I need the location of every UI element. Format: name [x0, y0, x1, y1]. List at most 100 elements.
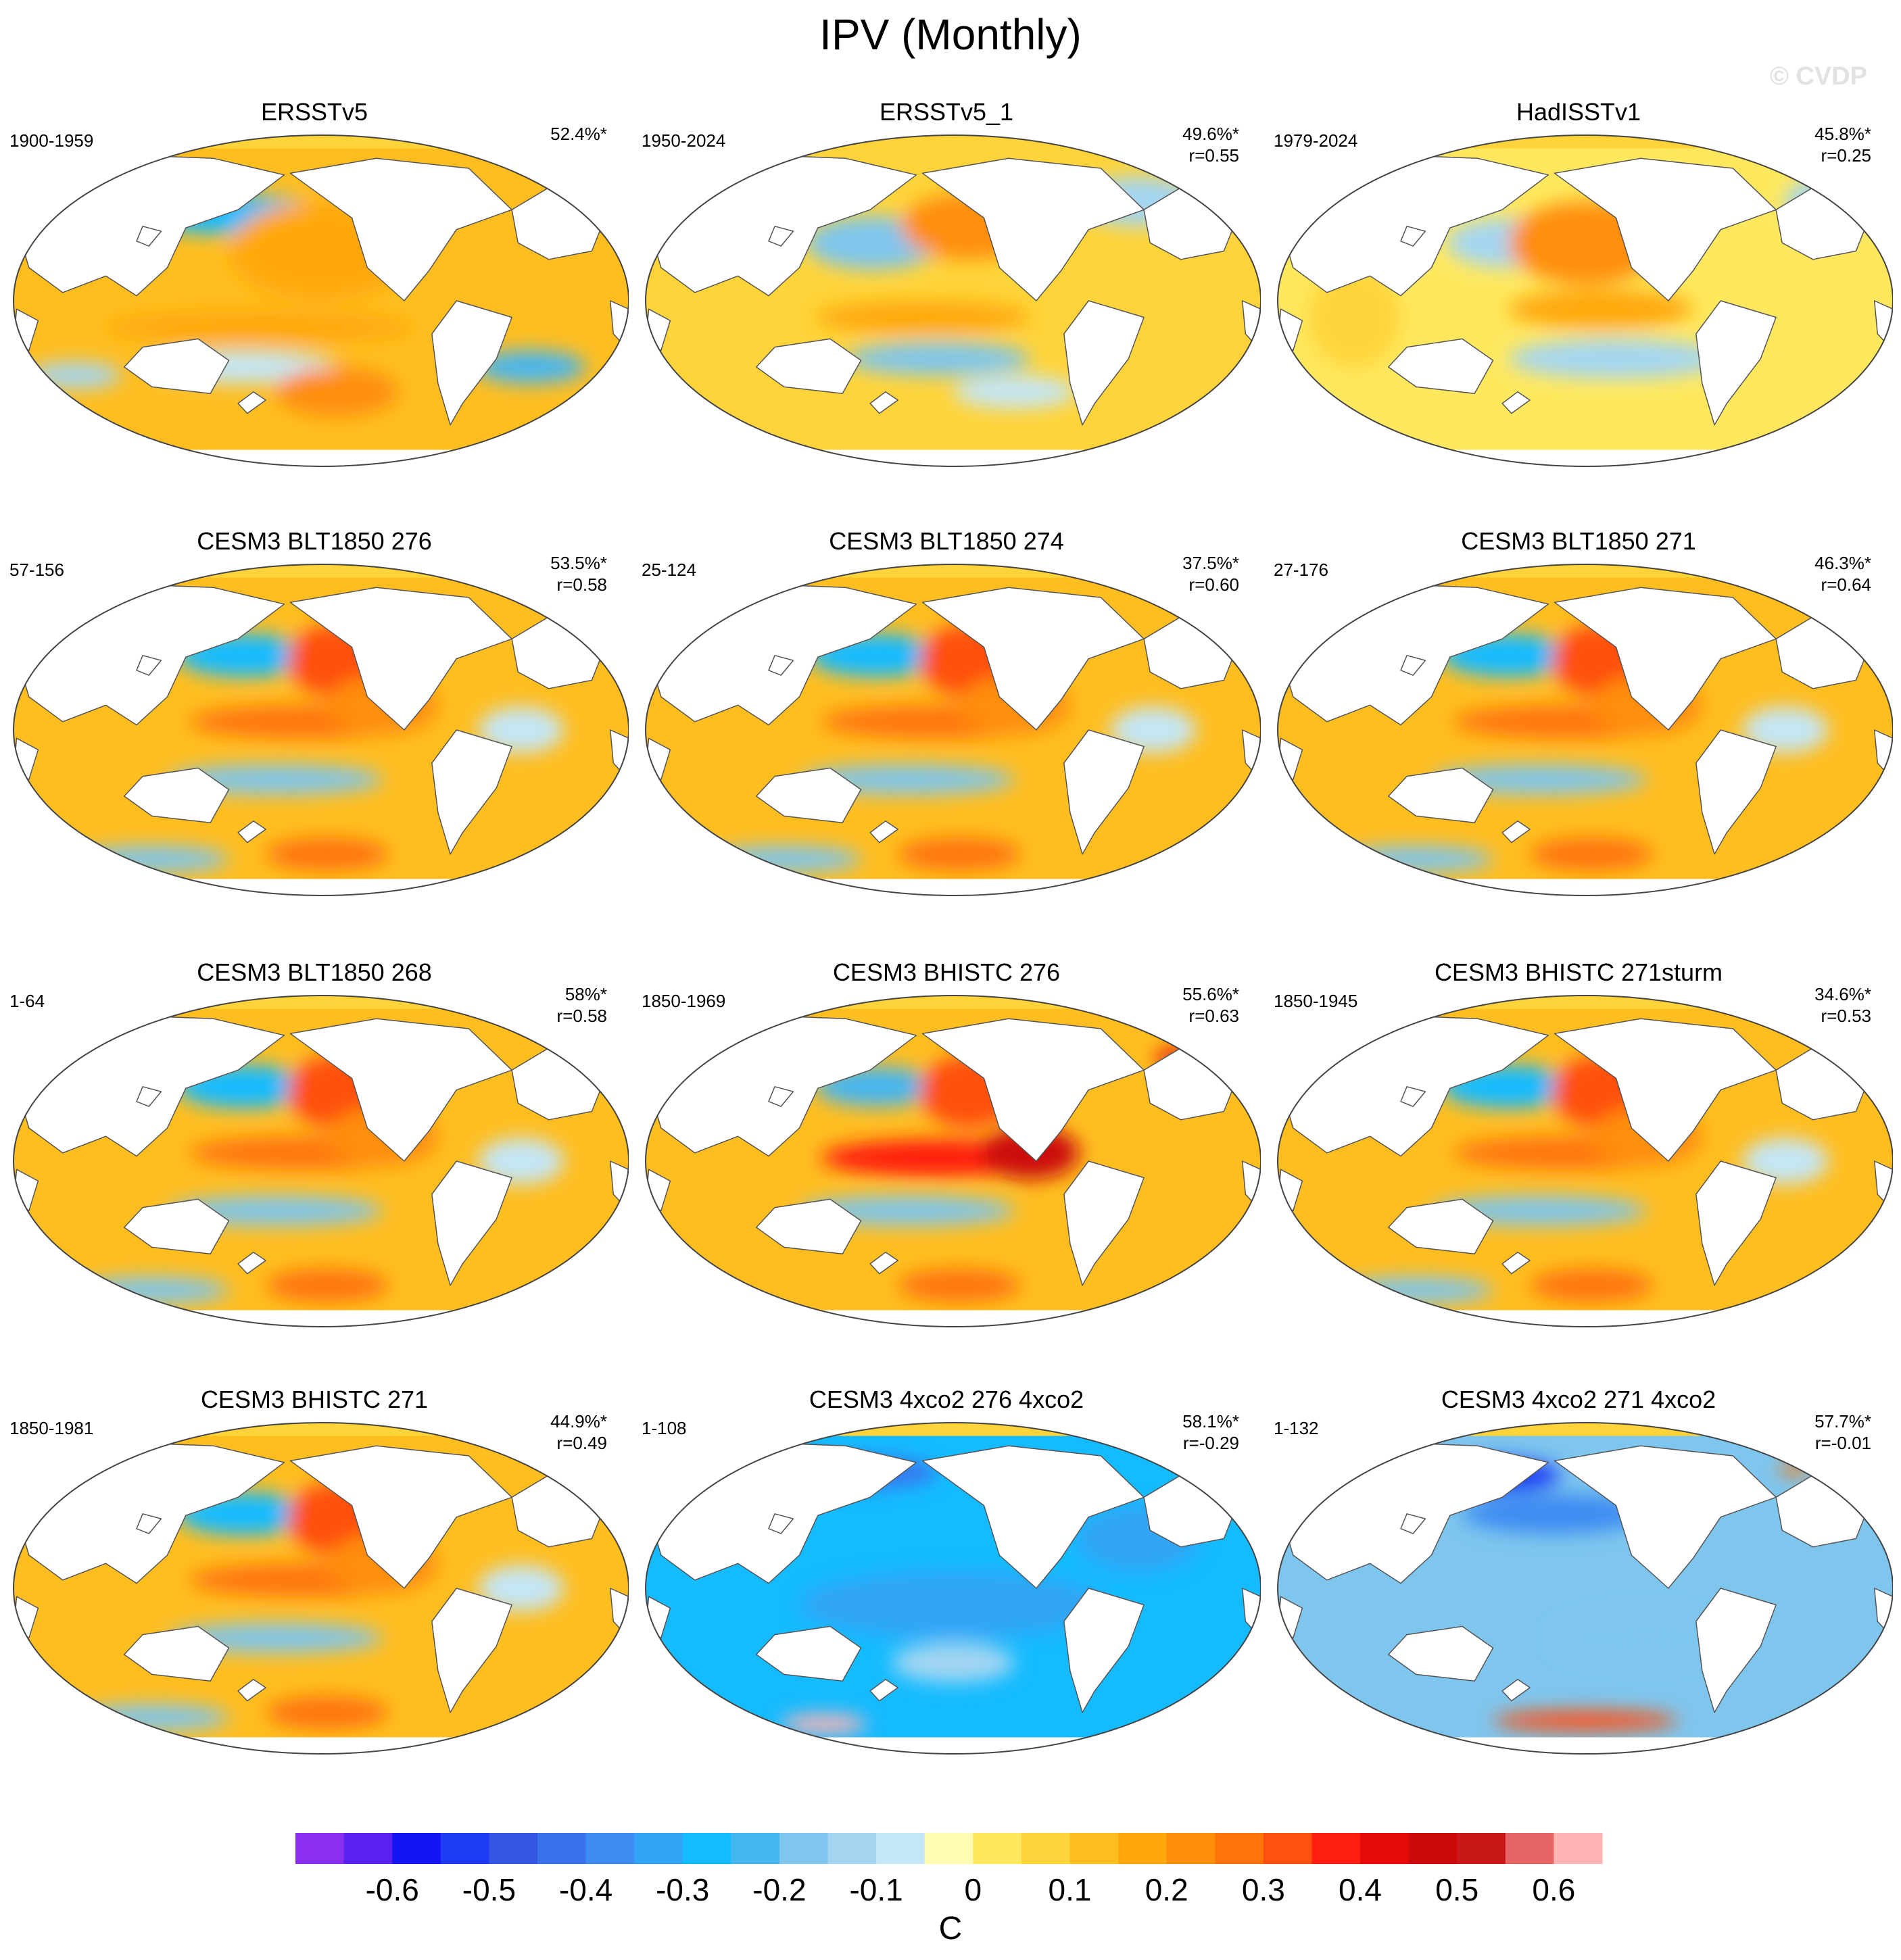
land-australia: [124, 1625, 230, 1682]
map-panel: CESM3 BLT1850 268 1-64 58%* r=0.58: [0, 958, 629, 1391]
land-japan: [1400, 655, 1426, 676]
land-australia: [124, 767, 230, 823]
land-northAmerica: [289, 587, 512, 731]
land-northAmerica: [289, 157, 512, 301]
colorbar-swatch: [1360, 1833, 1410, 1864]
colorbar-swatch: [1554, 1833, 1603, 1864]
map-border: [645, 134, 1261, 467]
robinson-map: [1277, 1422, 1893, 1755]
colorbar-tick-label: -0.2: [752, 1872, 806, 1907]
panel-years: 1-108: [642, 1418, 687, 1438]
panel-pattern-correlation: r=0.25: [1821, 145, 1871, 166]
colorbar-tick-label: 0.5: [1435, 1872, 1478, 1907]
colorbar-tick-label: -0.4: [559, 1872, 612, 1907]
colorbar-swatch: [585, 1833, 635, 1864]
land-nz: [869, 391, 898, 414]
sst-anomaly-region: [1493, 1711, 1678, 1731]
sst-anomaly-region: [478, 706, 564, 754]
land-australia: [1388, 767, 1494, 823]
panel-title: CESM3 BLT1850 268: [197, 958, 432, 986]
panel-variance-pct: 55.6%*: [1182, 984, 1239, 1004]
robinson-map: [13, 995, 629, 1327]
colorbar-swatch: [295, 1833, 345, 1864]
land-southAmerica: [431, 1160, 512, 1286]
land-japan: [768, 655, 794, 676]
colorbar-swatch: [876, 1833, 925, 1864]
land-japan: [136, 1513, 162, 1534]
land-japan: [136, 655, 162, 676]
map-panel: HadISSTv1 1979-2024 45.8%* r=0.25: [1264, 98, 1893, 531]
colorbar-swatch: [1505, 1833, 1554, 1864]
panel-variance-pct: 58%*: [564, 984, 607, 1004]
colorbar-tick-label: 0: [965, 1872, 982, 1907]
panel-years: 57-156: [9, 560, 64, 580]
panel-variance-pct: 52.4%*: [550, 124, 607, 144]
panel-years: 1-64: [9, 991, 45, 1011]
panel-title: CESM3 BHISTC 271: [200, 1386, 429, 1413]
land-australia: [756, 338, 862, 394]
land-nz: [869, 820, 898, 843]
sst-anomaly-region: [266, 1696, 389, 1730]
colorbar-tick-label: 0.3: [1242, 1872, 1285, 1907]
colorbar-tick-label: -0.6: [366, 1872, 419, 1907]
cvdp-watermark: © CVDP: [1769, 62, 1867, 91]
robinson-map: [1277, 564, 1893, 896]
colorbar-swatch: [1021, 1833, 1070, 1864]
land-northAmerica: [1554, 1018, 1777, 1162]
panel-years: 1979-2024: [1274, 130, 1358, 151]
sst-anomaly-region: [799, 1571, 1107, 1638]
land-australia: [1388, 1625, 1494, 1682]
land-northAmerica: [921, 587, 1145, 731]
land-nz: [1501, 1252, 1531, 1275]
colorbar-swatch: [343, 1833, 393, 1864]
panel-title: CESM3 BLT1850 271: [1461, 527, 1696, 555]
sst-anomaly-region: [953, 375, 1076, 409]
land-japan: [136, 226, 162, 247]
panel-years: 25-124: [642, 560, 696, 580]
colorbar-swatch: [682, 1833, 731, 1864]
panel-variance-pct: 45.8%*: [1814, 124, 1871, 144]
land-southAmerica: [431, 1588, 512, 1713]
panel-title: CESM3 BHISTC 271sturm: [1434, 958, 1723, 986]
land-australia: [124, 1198, 230, 1254]
panel-title: CESM3 BHISTC 276: [832, 958, 1061, 986]
map-border: [1277, 564, 1893, 896]
robinson-map: [1277, 995, 1893, 1327]
colorbar-swatch: [731, 1833, 780, 1864]
land-southAmerica: [1063, 1160, 1145, 1286]
figure-title: IPV (Monthly): [819, 10, 1082, 59]
map-border: [13, 1422, 629, 1755]
land-australia: [756, 1198, 862, 1254]
panel-pattern-correlation: r=-0.29: [1182, 1433, 1239, 1453]
colorbar-swatch: [1263, 1833, 1312, 1864]
colorbar-swatch: [1069, 1833, 1119, 1864]
land-nz: [237, 1679, 266, 1702]
robinson-map: [645, 1422, 1261, 1755]
map-border: [1277, 134, 1893, 467]
colorbar-swatch: [1118, 1833, 1168, 1864]
robinson-map: [645, 564, 1261, 896]
colorbar-swatch: [779, 1833, 829, 1864]
land-southAmerica: [1063, 300, 1145, 426]
land-southAmerica: [1695, 729, 1777, 855]
panel-title: ERSSTv5_1: [879, 98, 1014, 126]
map-border: [645, 564, 1261, 896]
land-australia: [1388, 1198, 1494, 1254]
land-nz: [1501, 391, 1531, 414]
panel-years: 1850-1945: [1274, 991, 1358, 1011]
land-nz: [237, 1252, 266, 1275]
map-border: [1277, 995, 1893, 1327]
sst-anomaly-region: [478, 1565, 564, 1612]
land-japan: [136, 1086, 162, 1107]
colorbar-swatch: [1215, 1833, 1264, 1864]
map-panel: CESM3 4xco2 276 4xco2 1-108 58.1%* r=-0.29: [632, 1386, 1261, 1818]
land-japan: [768, 1086, 794, 1107]
land-nz: [869, 1679, 898, 1702]
land-southAmerica: [1695, 1588, 1777, 1713]
panel-pattern-correlation: r=-0.01: [1814, 1433, 1871, 1453]
sst-anomaly-region: [1742, 706, 1829, 754]
colorbar-tick-label: 0.1: [1049, 1872, 1092, 1907]
sst-anomaly-region: [1110, 706, 1197, 754]
map-border: [13, 564, 629, 896]
